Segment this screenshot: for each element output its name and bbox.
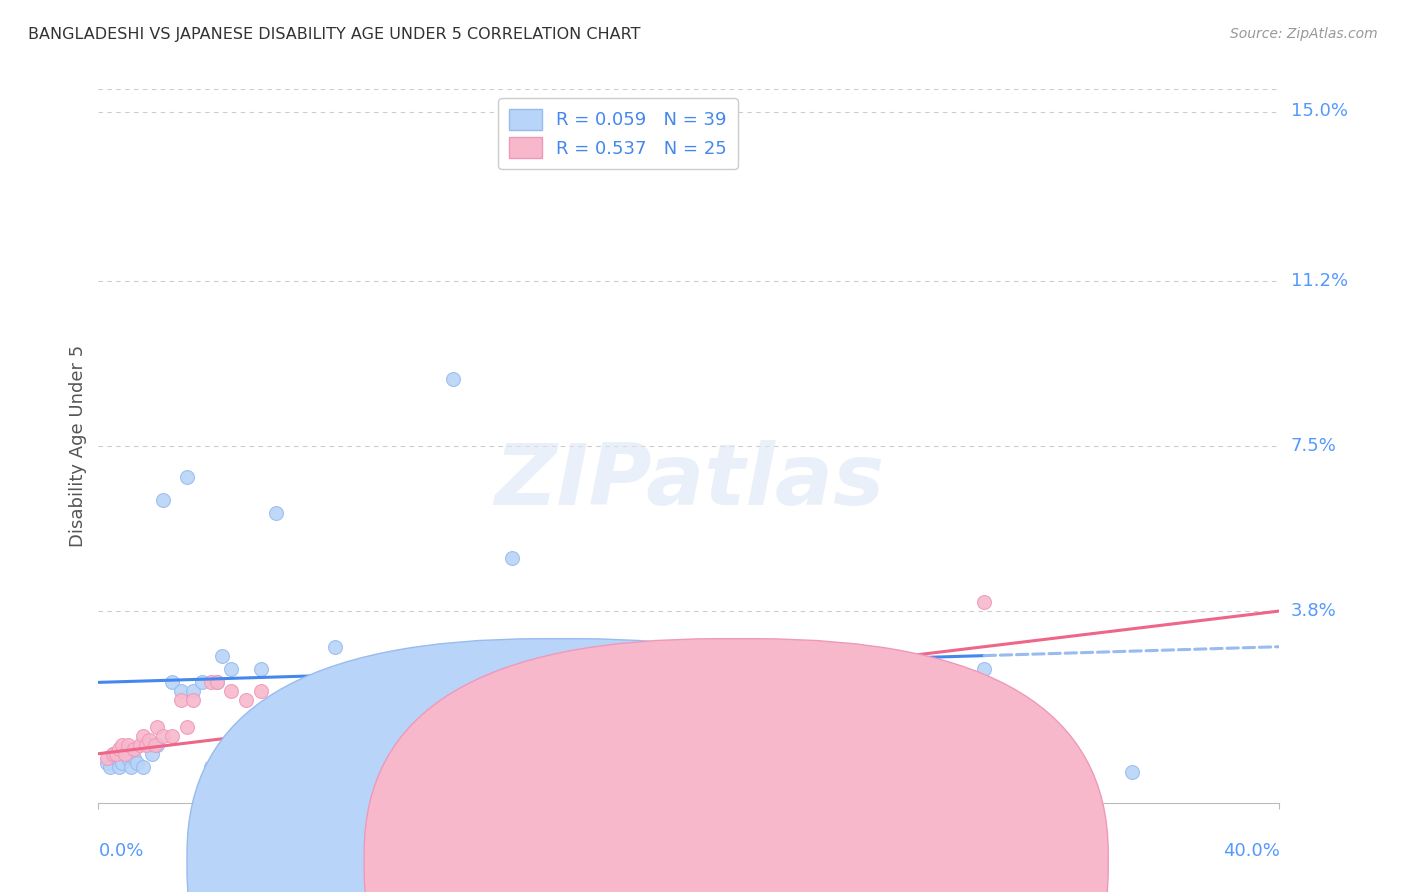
Point xyxy=(176,720,198,734)
Point xyxy=(323,640,346,654)
Point xyxy=(105,751,128,765)
Point xyxy=(138,738,160,752)
Point xyxy=(122,751,145,765)
Point xyxy=(181,693,204,707)
Point xyxy=(973,595,995,609)
Point xyxy=(117,738,139,752)
Point xyxy=(235,693,257,707)
Point xyxy=(200,675,222,690)
Text: Japanese: Japanese xyxy=(766,853,848,871)
Text: Source: ZipAtlas.com: Source: ZipAtlas.com xyxy=(1230,27,1378,41)
Text: 15.0%: 15.0% xyxy=(1291,103,1347,120)
Point xyxy=(146,738,169,752)
Point xyxy=(111,738,134,752)
Point xyxy=(825,684,848,698)
Point xyxy=(138,733,160,747)
Point xyxy=(205,675,228,690)
Point xyxy=(235,751,257,765)
Point xyxy=(250,662,273,676)
Point xyxy=(96,756,118,770)
FancyBboxPatch shape xyxy=(364,639,1108,892)
Point xyxy=(103,747,125,761)
Text: 3.8%: 3.8% xyxy=(1291,602,1336,620)
Text: 11.2%: 11.2% xyxy=(1291,272,1348,290)
Point xyxy=(181,684,204,698)
Point xyxy=(135,738,157,752)
Text: 40.0%: 40.0% xyxy=(1223,842,1279,860)
Point xyxy=(176,470,198,484)
Text: 7.5%: 7.5% xyxy=(1291,437,1337,455)
Y-axis label: Disability Age Under 5: Disability Age Under 5 xyxy=(69,345,87,547)
Point xyxy=(152,729,174,743)
Point xyxy=(96,751,118,765)
Point xyxy=(353,675,375,690)
Text: 0.0%: 0.0% xyxy=(98,842,143,860)
Point xyxy=(125,756,148,770)
Point xyxy=(108,742,131,756)
Point xyxy=(294,760,316,774)
Point xyxy=(132,760,155,774)
Point xyxy=(105,747,128,761)
Point xyxy=(162,675,183,690)
Point xyxy=(114,742,136,756)
Point xyxy=(191,675,214,690)
Point xyxy=(200,760,222,774)
Point xyxy=(973,662,995,676)
Point xyxy=(219,684,242,698)
Text: Bangladeshis: Bangladeshis xyxy=(589,853,709,871)
Point xyxy=(111,756,134,770)
Point xyxy=(108,760,131,774)
Point xyxy=(128,738,150,752)
FancyBboxPatch shape xyxy=(187,639,931,892)
Legend: R = 0.059   N = 39, R = 0.537   N = 25: R = 0.059 N = 39, R = 0.537 N = 25 xyxy=(498,98,738,169)
Point xyxy=(205,675,228,690)
Point xyxy=(120,760,142,774)
Point xyxy=(162,729,183,743)
Point xyxy=(441,372,464,386)
Point xyxy=(1121,764,1143,779)
Point xyxy=(122,742,145,756)
Point xyxy=(98,760,121,774)
Point xyxy=(211,648,233,663)
Point xyxy=(141,747,163,761)
Point xyxy=(382,662,405,676)
Point xyxy=(170,684,193,698)
Point xyxy=(264,506,287,520)
Point xyxy=(250,684,273,698)
Point xyxy=(146,720,169,734)
Point xyxy=(152,492,174,507)
Point xyxy=(678,662,700,676)
Text: ZIPatlas: ZIPatlas xyxy=(494,440,884,524)
Point xyxy=(219,662,242,676)
Point xyxy=(114,747,136,761)
Point xyxy=(103,747,125,761)
Point xyxy=(560,662,582,676)
Point xyxy=(117,751,139,765)
Point xyxy=(170,693,193,707)
Point xyxy=(132,729,155,743)
Point xyxy=(501,550,523,565)
Text: BANGLADESHI VS JAPANESE DISABILITY AGE UNDER 5 CORRELATION CHART: BANGLADESHI VS JAPANESE DISABILITY AGE U… xyxy=(28,27,641,42)
Point xyxy=(143,738,166,752)
